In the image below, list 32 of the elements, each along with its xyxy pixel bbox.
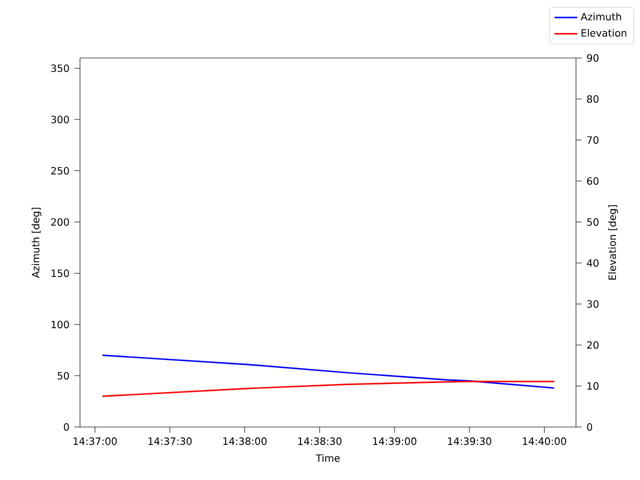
x-tick-label: 14:38:00 (223, 437, 267, 445)
y2-tick-label: 70 (587, 136, 598, 144)
y2-tick-label: 80 (587, 95, 598, 103)
y-tick-label: 350 (51, 64, 69, 72)
y-tick-label: 100 (52, 320, 69, 328)
x-tick-label: 14:37:30 (148, 437, 192, 445)
y2-tick-label: 90 (587, 54, 598, 62)
line-series (102, 380, 556, 397)
y-tick-label: 150 (52, 269, 69, 278)
y2-tick-label: 0 (587, 423, 592, 431)
x-tick-label: 14:38:30 (298, 437, 342, 445)
y-tick-label: 50 (58, 372, 69, 380)
x-tick-label: 14:37:00 (74, 437, 117, 445)
line-series (102, 354, 556, 389)
x-tick-label: 14:39:00 (373, 437, 416, 445)
legend-label: Elevation (582, 28, 626, 37)
y2-tick-label: 50 (587, 218, 598, 226)
y2-axis-title: Elevation [deg] (608, 205, 618, 280)
x-tick-label: 14:40:00 (522, 437, 566, 445)
y2-tick-label: 40 (586, 259, 598, 267)
y2-tick-label: 10 (588, 382, 598, 390)
y-tick-label: 300 (51, 116, 69, 124)
y-tick-label: 0 (64, 423, 69, 431)
y-tick-label: 250 (51, 166, 69, 175)
y2-tick-label: 20 (587, 341, 598, 349)
y2-tick-label: 60 (587, 177, 598, 185)
y-axis-title: Azimuth [deg] (32, 208, 42, 278)
y-tick-label: 200 (51, 218, 69, 226)
x-tick-label: 14:39:30 (448, 437, 492, 445)
legend-label: Azimuth (580, 12, 622, 20)
x-axis-title: Time (316, 454, 340, 462)
y2-tick-label: 30 (587, 300, 598, 308)
